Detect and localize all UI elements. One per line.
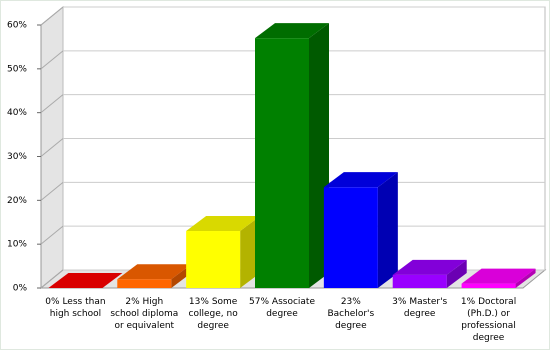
category-label: Associate degree [266, 297, 315, 319]
bar-side [515, 268, 536, 288]
category-label: Master's degree [403, 297, 448, 319]
x-tick-label: 23% Bachelor's degree [317, 296, 385, 332]
bar-top [461, 268, 536, 284]
y-tick-label: 30% [7, 152, 27, 162]
grid-line [40, 138, 64, 157]
grid-line [40, 94, 64, 114]
bar-front [323, 187, 378, 288]
bar-side [446, 259, 467, 288]
value-label: 23% [340, 297, 361, 307]
bar-front [186, 231, 241, 288]
value-label: 3% [392, 297, 407, 307]
x-tick-label: 1% Doctoral (Ph.D.) or professional degr… [455, 296, 523, 344]
x-tick-label: 57% Associate degree [248, 296, 316, 320]
y-tick-label: 0% [13, 284, 28, 294]
value-label: 0% [45, 297, 60, 307]
bar-top [48, 273, 123, 288]
category-label: Less than high school [49, 297, 106, 319]
bar-front [117, 279, 172, 288]
bar-top [186, 216, 261, 232]
bar [392, 259, 467, 288]
y-tick-label: 10% [7, 240, 27, 250]
bar [461, 268, 536, 288]
bar [323, 172, 398, 288]
x-tick-label: 2% High school diploma or equivalent [110, 296, 178, 332]
x-tick-label: 13% Some college, no degree [179, 296, 247, 332]
y-tick-label: 50% [7, 64, 27, 74]
grid-line [40, 269, 64, 289]
value-label: 1% [460, 297, 476, 307]
category-label: Some college, no degree [188, 297, 238, 331]
y-tick-label: 40% [7, 108, 27, 118]
category-label: High school diploma or equivalent [110, 297, 179, 331]
bar-top [117, 264, 192, 280]
bar-front [392, 274, 447, 288]
bar [48, 273, 123, 288]
value-label: 2% [125, 297, 140, 307]
value-label: 13% [188, 297, 209, 307]
y-tick-label: 20% [7, 196, 27, 206]
bar-front [255, 38, 309, 289]
grid-line [40, 50, 64, 70]
x-tick-label: 3% Master's degree [386, 296, 454, 320]
category-label: Doctoral (Ph.D.) or professional degree [461, 297, 517, 343]
grid-line [40, 6, 64, 26]
bar [186, 216, 261, 288]
x-tick-label: 0% Less than high school [41, 296, 109, 320]
bar-top [255, 23, 329, 39]
bar-side [377, 172, 398, 288]
bar [255, 23, 329, 289]
grid-line [40, 181, 64, 201]
category-label: Bachelor's degree [327, 309, 375, 331]
grid-line [40, 225, 64, 245]
y-tick-label: 60% [7, 21, 27, 31]
bar-top [323, 172, 398, 188]
bar-front [461, 283, 516, 288]
value-label: 57% [249, 297, 270, 307]
bar-top [392, 259, 467, 275]
